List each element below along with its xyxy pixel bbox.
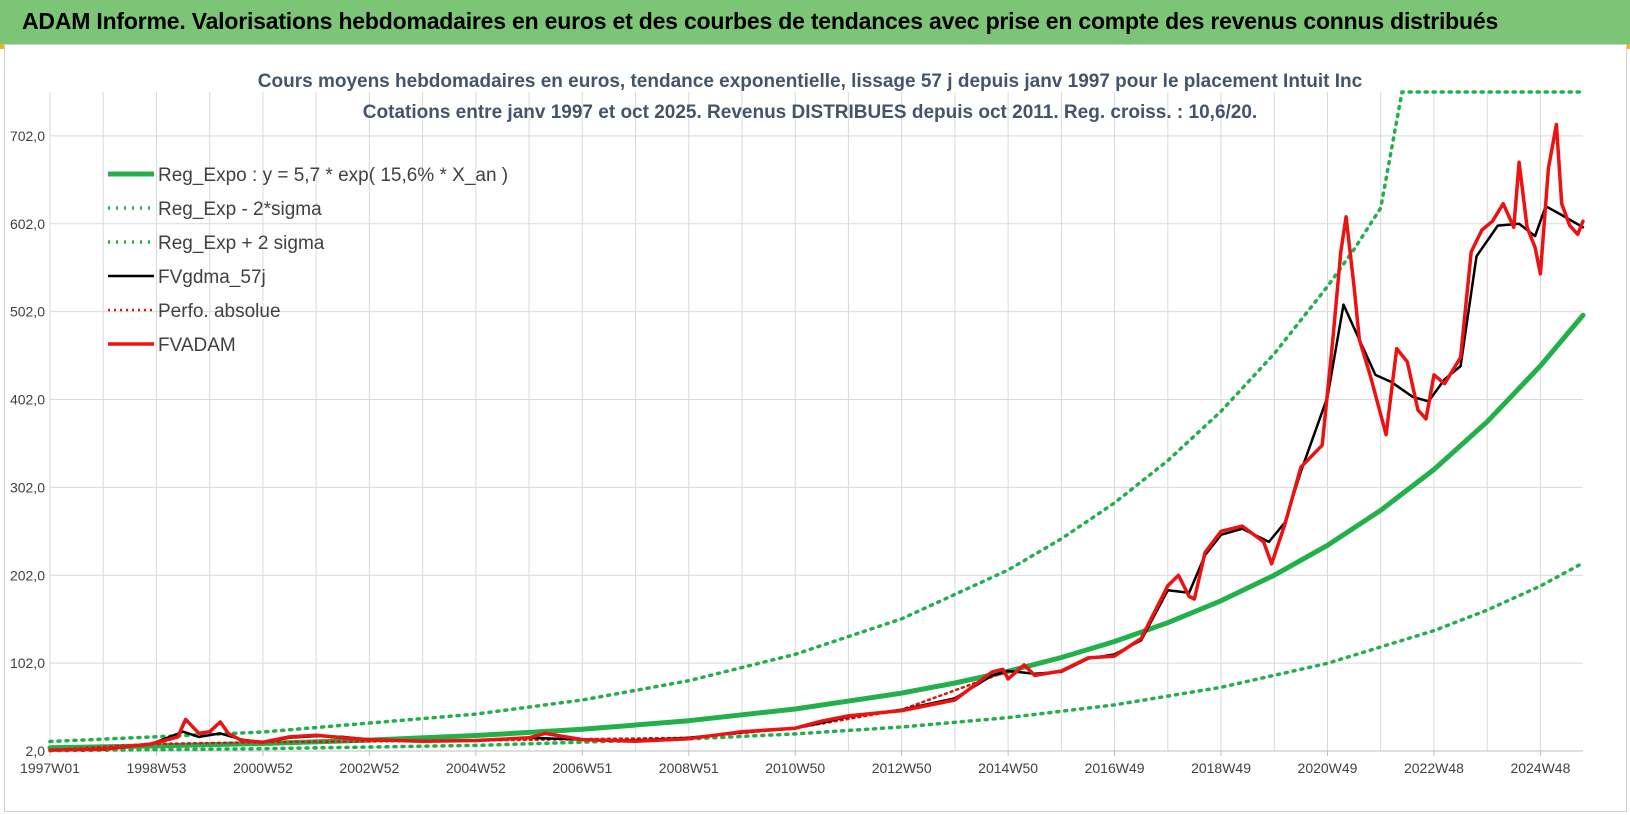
legend-entry-label[interactable]: FVADAM <box>158 335 236 356</box>
y-tick-label: 202,0 <box>10 567 45 583</box>
series-lines <box>47 90 1586 753</box>
chart-title: Cours moyens hebdomadaires en euros, ten… <box>258 71 1363 92</box>
x-tick-label: 2000W52 <box>233 760 293 776</box>
x-tick-label: 2024W48 <box>1510 760 1570 776</box>
legend[interactable]: Reg_Expo : y = 5,7 * exp( 15,6% * X_an )… <box>108 165 508 356</box>
legend-entry-label[interactable]: Perfo. absolue <box>158 301 281 322</box>
x-tick-label: 2016W49 <box>1085 760 1145 776</box>
y-tick-label: 402,0 <box>10 392 45 408</box>
y-tick-label: 702,0 <box>10 128 45 144</box>
chart-grid <box>49 92 1583 752</box>
chart-subtitle: Cotations entre janv 1997 et oct 2025. R… <box>363 102 1257 123</box>
x-tick-label: 1998W53 <box>126 760 186 776</box>
legend-entry-label[interactable]: Reg_Exp + 2 sigma <box>158 233 325 254</box>
header-banner: ADAM Informe. Valorisations hebdomadaire… <box>0 0 1630 45</box>
x-tick-label: 2014W50 <box>978 760 1038 776</box>
legend-entry-label[interactable]: Reg_Expo : y = 5,7 * exp( 15,6% * X_an ) <box>158 165 508 186</box>
x-tick-label: 2010W50 <box>765 760 825 776</box>
x-tick-label: 2018W49 <box>1191 760 1251 776</box>
reg-expo-line <box>47 312 1586 751</box>
chart-frame <box>4 44 1627 812</box>
y-axis-ticks: 2,0 102,0 202,0 302,0 402,0 502,0 602,0 702,0 <box>10 128 45 759</box>
y-tick-label: 502,0 <box>10 304 45 320</box>
legend-entry-label[interactable]: Reg_Exp - 2*sigma <box>158 199 322 220</box>
x-tick-label: 2002W52 <box>339 760 399 776</box>
x-tick-label: 2022W48 <box>1404 760 1464 776</box>
x-tick-label: 2012W50 <box>872 760 932 776</box>
x-axis-ticks: 1997W01 1998W53 2000W52 2002W52 2004W52 2006W… <box>20 751 1571 776</box>
page-title: ADAM Informe. Valorisations hebdomadaire… <box>22 8 1499 34</box>
y-tick-label: 2,0 <box>26 743 46 759</box>
y-tick-label: 602,0 <box>10 216 45 232</box>
y-tick-label: 302,0 <box>10 479 45 495</box>
x-tick-label: 2006W51 <box>552 760 612 776</box>
x-tick-label: 2008W51 <box>659 760 719 776</box>
x-tick-label: 1997W01 <box>20 760 80 776</box>
fvadam-line <box>48 122 1585 752</box>
reg-exp-minus-2sigma-line <box>48 561 1585 753</box>
x-tick-label: 2020W49 <box>1298 760 1358 776</box>
legend-entry-label[interactable]: FVgdma_57j <box>158 267 266 288</box>
x-tick-label: 2004W52 <box>446 760 506 776</box>
y-tick-label: 102,0 <box>10 655 45 671</box>
reg-exp-plus-2sigma-line <box>48 90 1585 744</box>
